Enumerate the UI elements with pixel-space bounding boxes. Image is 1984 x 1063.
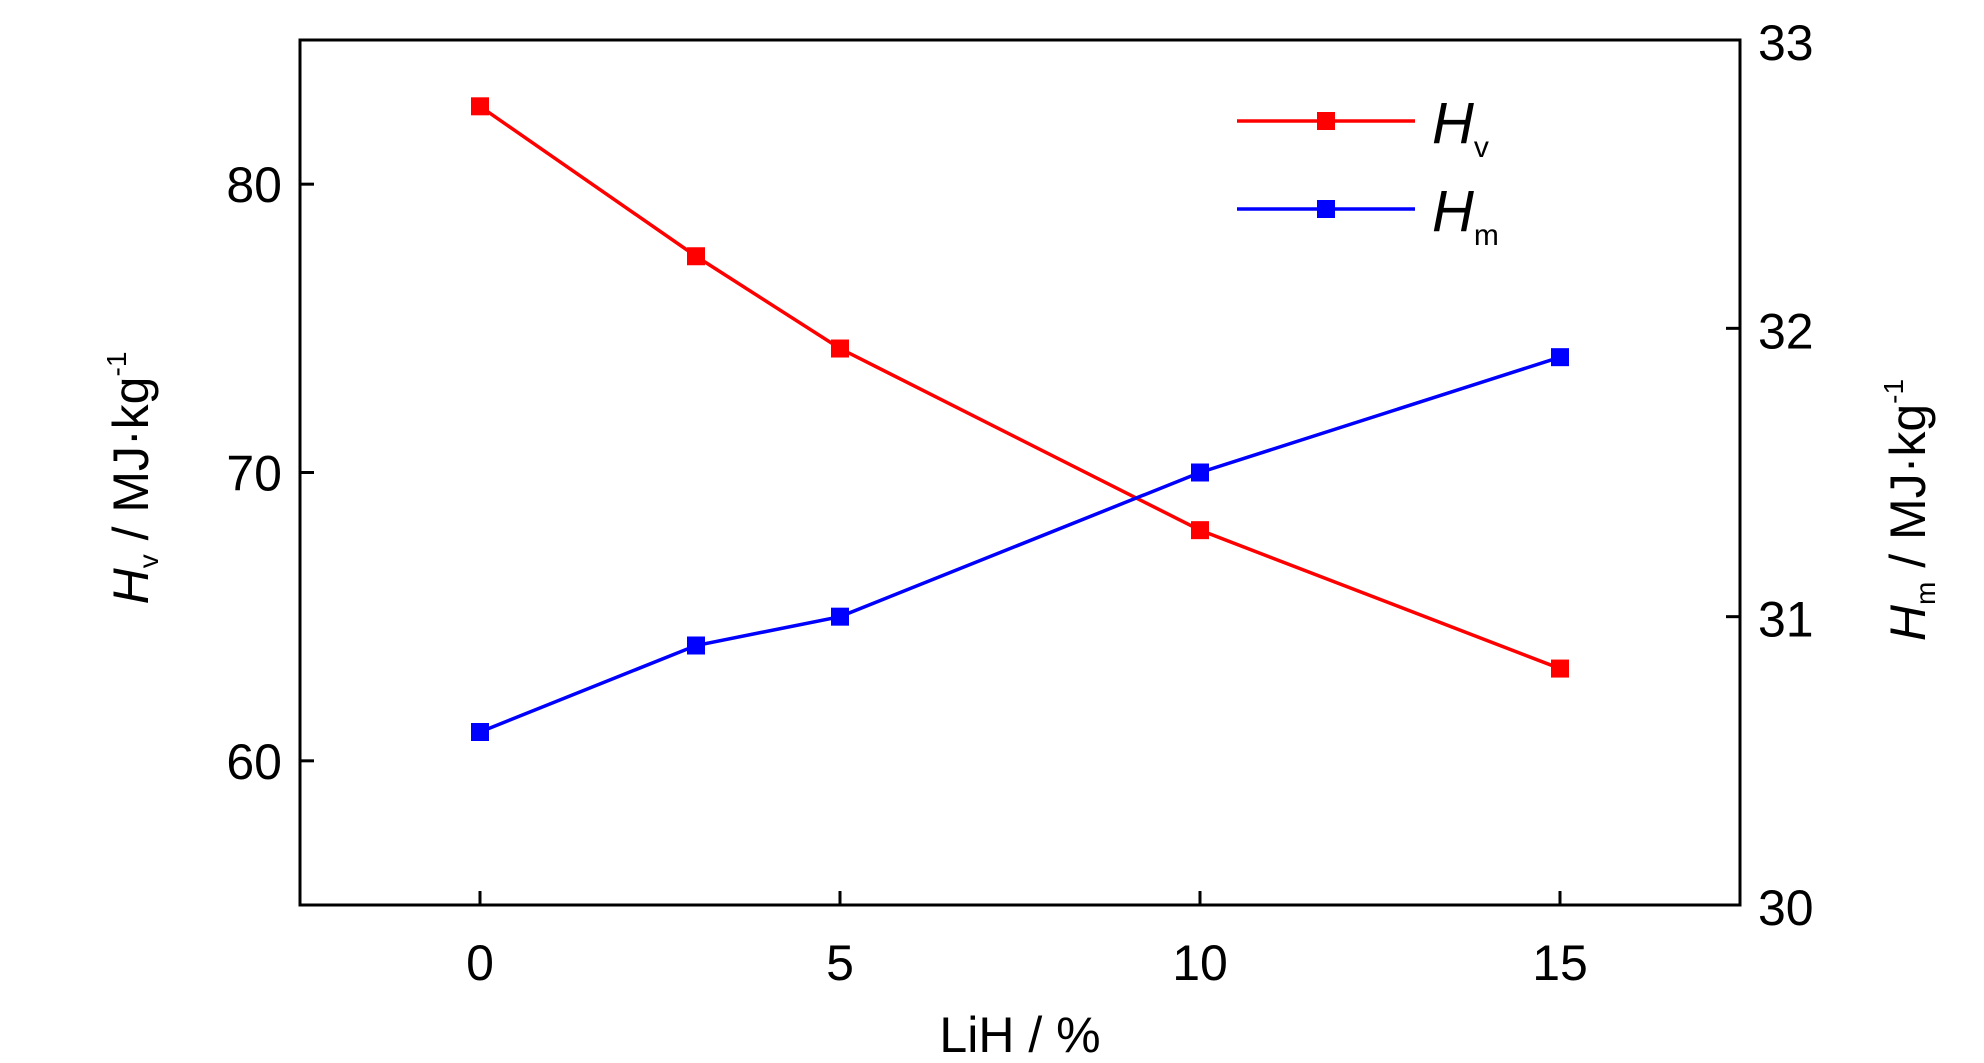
y-axis-left: 60 70 80 Hv / MJ·kg-1: [101, 157, 314, 790]
data-point-hv: [687, 247, 705, 266]
legend-label-hv: Hv: [1432, 91, 1489, 164]
series-line-hm: [479, 355, 1561, 734]
y-right-tick-label: 31: [1758, 592, 1814, 648]
y-left-tick-label: 70: [226, 446, 282, 502]
data-point-hm: [687, 636, 705, 655]
data-point-hv: [471, 97, 489, 116]
plot-area-border: [298, 38, 1742, 907]
x-tick-label: 0: [466, 935, 494, 991]
plot-frame: [298, 38, 1742, 907]
legend: Hv Hm: [1237, 91, 1499, 252]
x-axis-title: LiH / %: [939, 1007, 1100, 1063]
data-point-hm: [831, 607, 849, 626]
y-right-tick-label: 32: [1758, 303, 1814, 359]
y-axis-right: 30 31 32 33 Hm / MJ·kg-1: [1726, 15, 1941, 936]
x-tick-label: 15: [1532, 935, 1588, 991]
legend-marker-hv: [1317, 112, 1335, 130]
y-right-axis-title: Hm / MJ·kg-1: [1878, 379, 1941, 641]
data-point-hv: [831, 339, 849, 358]
series-line-hv: [479, 104, 1561, 671]
legend-label-hm: Hm: [1432, 179, 1499, 252]
y-left-tick-label: 80: [226, 157, 282, 213]
y-right-tick-label: 33: [1758, 15, 1814, 71]
x-tick-label: 10: [1172, 935, 1228, 991]
series-group: [471, 97, 1569, 741]
data-point-hm: [471, 723, 489, 741]
x-tick-label: 5: [826, 935, 854, 991]
y-left-tick-label: 60: [226, 734, 282, 790]
legend-marker-hm: [1317, 200, 1335, 218]
y-left-axis-title: Hv / MJ·kg-1: [101, 352, 164, 605]
data-point-hv: [1551, 659, 1569, 678]
data-point-hm: [1551, 348, 1569, 367]
y-right-tick-label: 30: [1758, 880, 1814, 936]
data-point-hm: [1191, 463, 1209, 482]
data-point-hv: [1191, 521, 1209, 540]
x-axis: 0 5 10 15 LiH / %: [466, 891, 1588, 1063]
